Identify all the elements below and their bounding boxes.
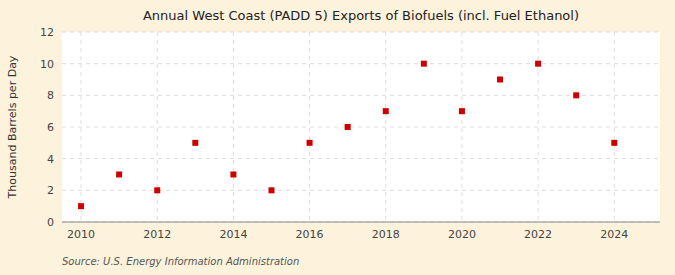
point — [78, 203, 84, 209]
x-tick-label: 2012 — [143, 228, 171, 241]
point — [192, 140, 198, 146]
plot-area — [62, 32, 660, 222]
chart: 0 2 4 6 8 10 12 2010 2012 2014 2016 2018 2020 2022 202… — [0, 0, 675, 275]
x-tick-label: 2016 — [296, 228, 324, 241]
y-grid-line — [62, 222, 660, 223]
background — [0, 0, 675, 275]
point — [573, 92, 579, 98]
point — [383, 108, 389, 114]
x-grid-line — [157, 32, 158, 222]
y-grid-line — [62, 32, 660, 33]
x-tick-label: 2018 — [372, 228, 400, 241]
y-grid-line — [62, 158, 660, 159]
x-axis-line — [62, 222, 660, 223]
y-tick-label: 6 — [47, 121, 54, 134]
x-grid-line — [385, 32, 386, 222]
point — [345, 124, 351, 130]
x-tick-label: 2020 — [448, 228, 476, 241]
point — [116, 172, 122, 178]
point — [421, 61, 427, 67]
x-grid-line — [233, 32, 234, 222]
x-grid-line — [614, 32, 615, 222]
y-grid-line — [62, 190, 660, 191]
y-grid-line — [62, 95, 660, 96]
y-tick-label: 0 — [47, 216, 54, 229]
y-grid-line — [62, 63, 660, 64]
x-tick-label: 2024 — [600, 228, 628, 241]
point — [535, 61, 541, 67]
point — [307, 140, 313, 146]
point — [154, 187, 160, 193]
point — [497, 77, 503, 83]
x-grid-line — [81, 32, 82, 222]
point — [611, 140, 617, 146]
point — [459, 108, 465, 114]
point — [230, 172, 236, 178]
y-grid-line — [62, 127, 660, 128]
y-axis-label: Thousand Barrels per Day — [6, 55, 19, 199]
y-tick-label: 12 — [40, 26, 54, 39]
x-grid-line — [309, 32, 310, 222]
point — [268, 187, 274, 193]
x-tick-label: 2010 — [67, 228, 95, 241]
title: Annual West Coast (PADD 5) Exports of Bi… — [143, 8, 579, 23]
y-tick-label: 2 — [47, 184, 54, 197]
x-grid-line — [461, 32, 462, 222]
y-tick-label: 4 — [47, 153, 54, 166]
x-grid-line — [538, 32, 539, 222]
y-tick-label: 8 — [47, 89, 54, 102]
source: Source: U.S. Energy Information Administ… — [62, 256, 299, 267]
points — [78, 61, 617, 210]
y-tick-label: 10 — [40, 58, 54, 71]
grid — [62, 32, 660, 222]
x-tick-label: 2022 — [524, 228, 552, 241]
x-tick-label: 2014 — [219, 228, 247, 241]
